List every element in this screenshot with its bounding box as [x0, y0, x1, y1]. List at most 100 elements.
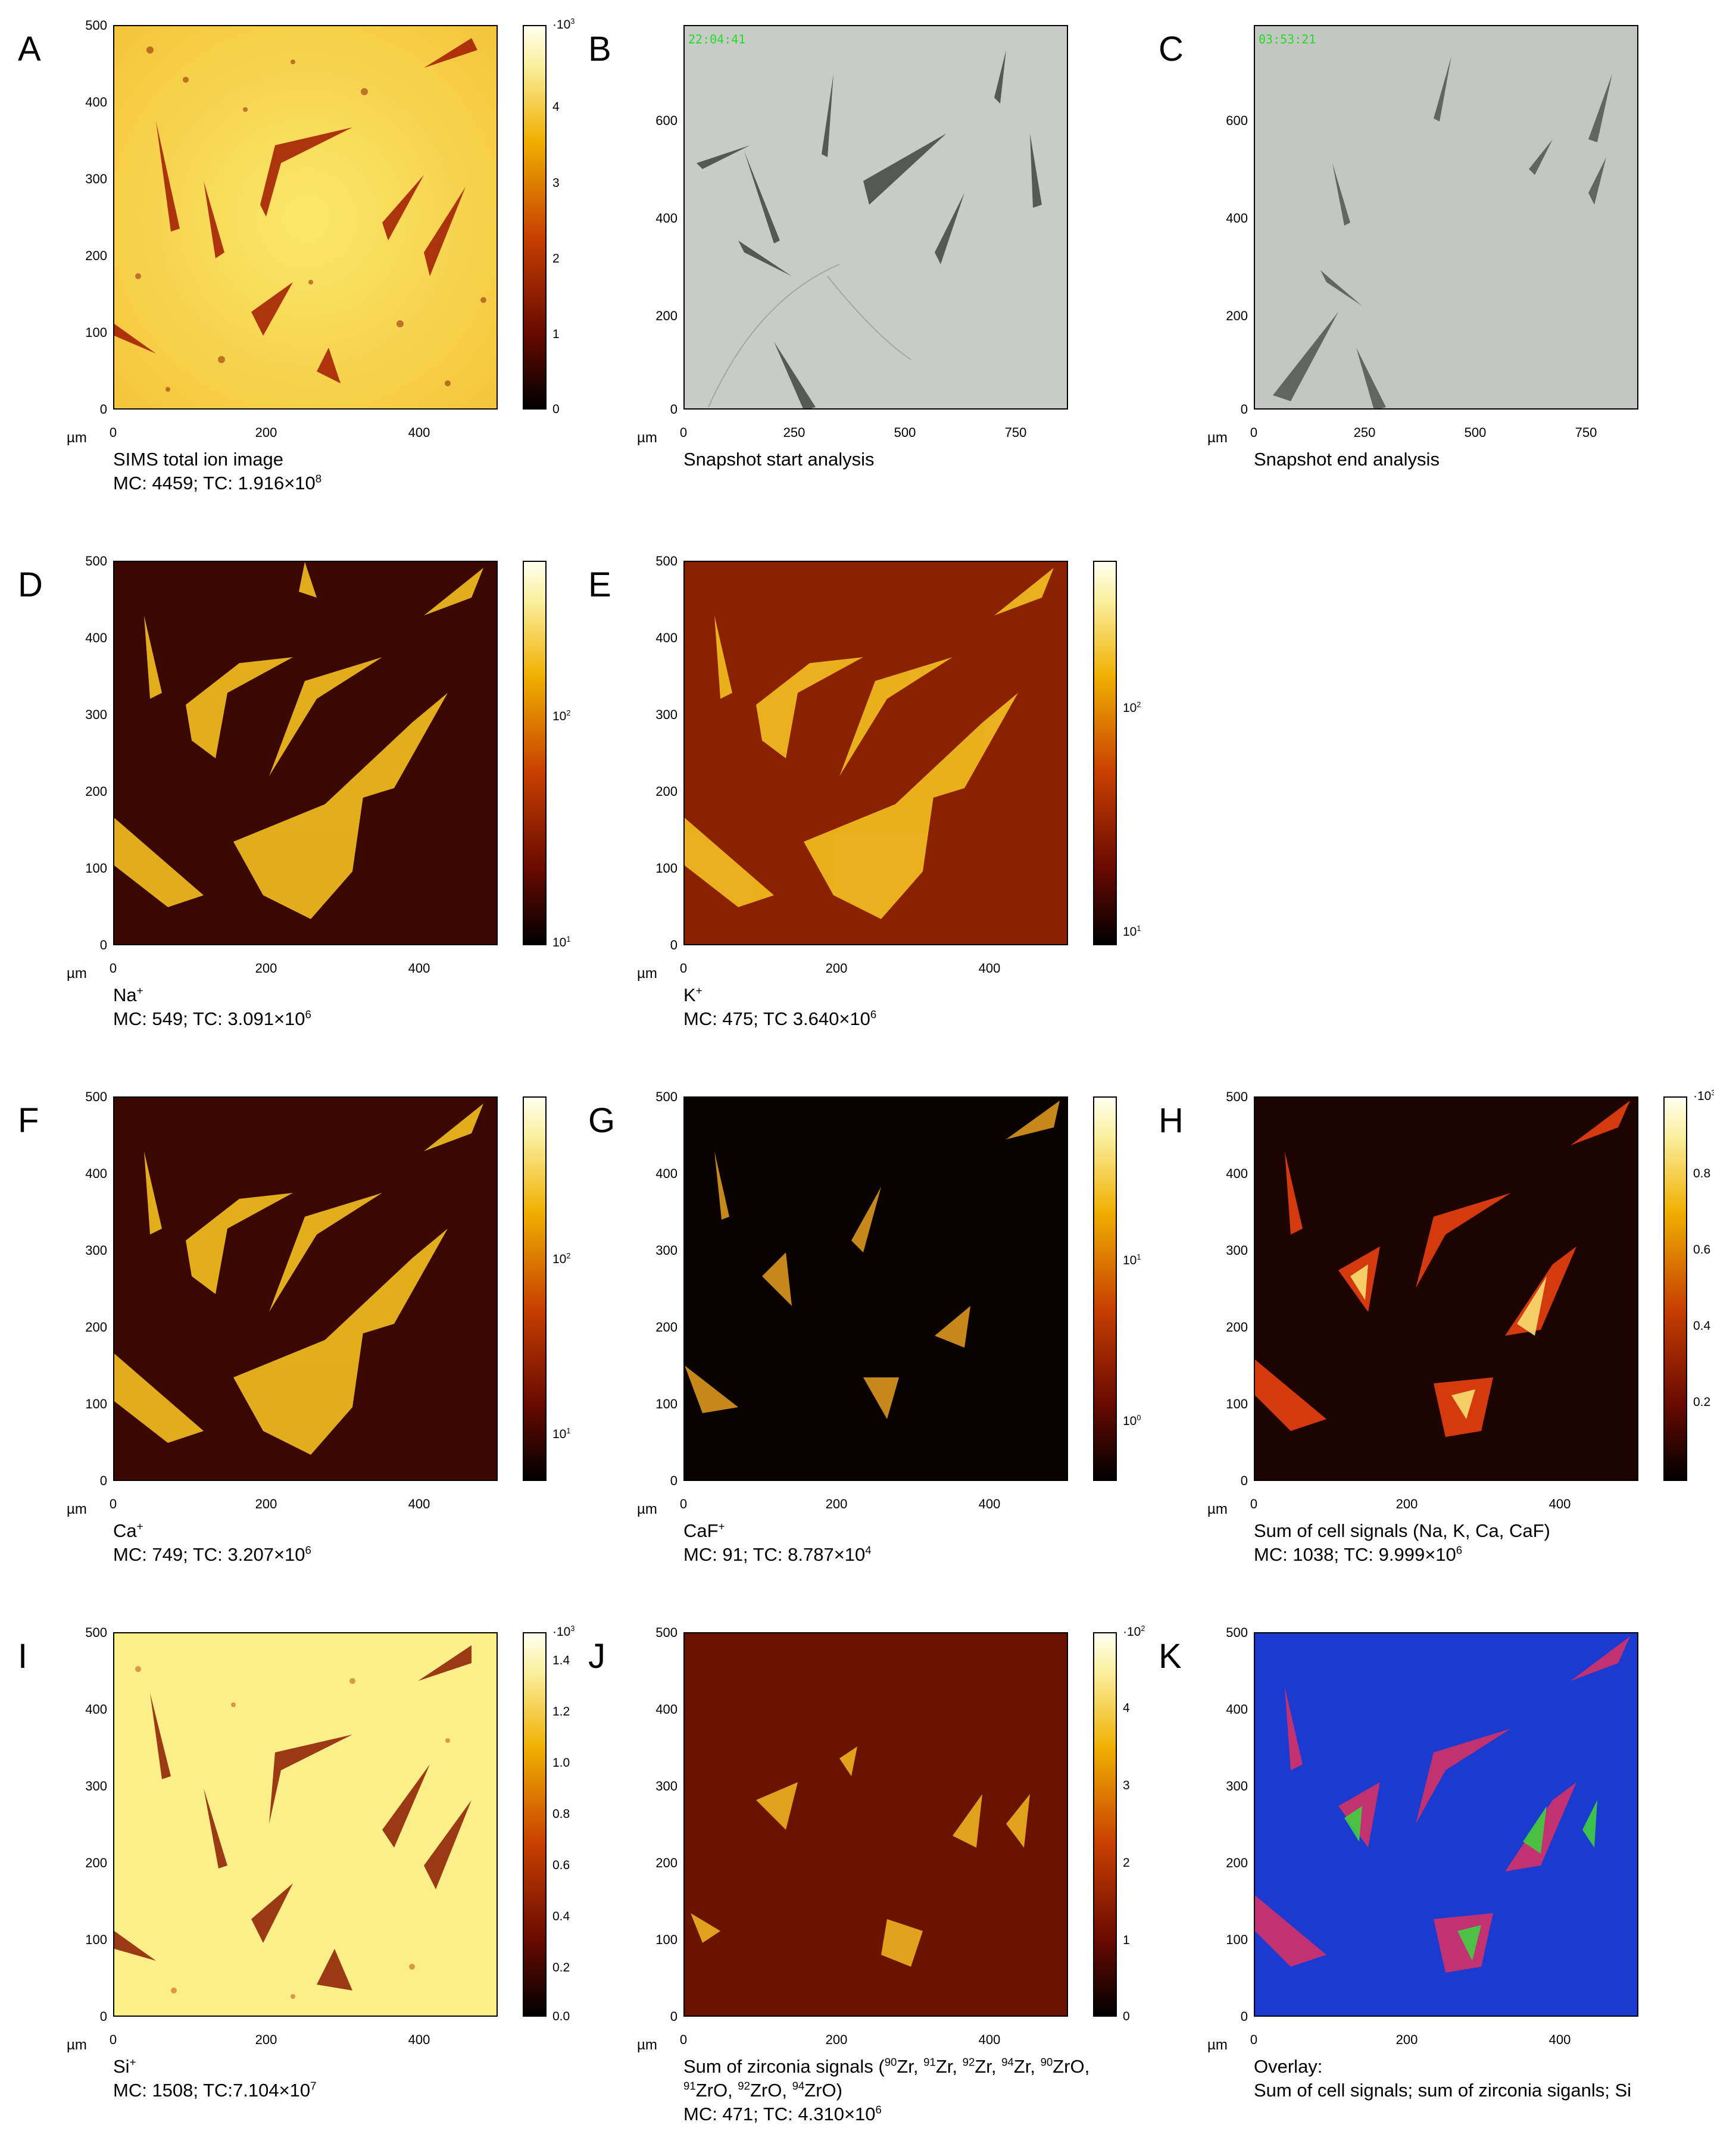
caption-counts: MC: 1038; TC: 9.999×106	[1254, 1543, 1463, 1565]
x-tick: 400	[1548, 2032, 1571, 2047]
y-tick: 500	[1226, 1625, 1248, 1640]
x-tick: 0	[1250, 425, 1258, 440]
caption-title: Sum of zirconia signals (90Zr, 91Zr, 92Z…	[683, 2055, 1090, 2077]
colorbar-tick: 101	[1123, 1253, 1141, 1267]
x-tick: 0	[109, 1496, 117, 1511]
caption-title: Overlay:	[1254, 2056, 1323, 2077]
y-tick: 0	[99, 1473, 107, 1488]
x-tick: 0	[109, 961, 117, 976]
panel-letter: I	[18, 1637, 28, 1676]
axis-unit: µm	[637, 965, 657, 982]
colorbar	[1093, 561, 1117, 945]
y-tick: 100	[655, 861, 678, 876]
y-tick: 100	[85, 861, 107, 876]
y-tick: 100	[1226, 1396, 1248, 1411]
caption-title: Snapshot end analysis	[1254, 449, 1440, 470]
y-tick: 400	[1226, 1702, 1248, 1717]
colorbar-tick: 3	[1123, 1779, 1130, 1792]
axis-unit: µm	[67, 1501, 87, 1517]
panel-a: A 500 400 300 200 100 0 ·103 4 3 2 1 0 µ…	[18, 18, 577, 549]
y-tick: 400	[85, 95, 107, 110]
colorbar	[523, 561, 547, 945]
x-tick: 200	[825, 961, 848, 976]
panel-d: D 500 400 300 200 100 0 102 101 µm 0 200…	[18, 554, 577, 1085]
axis-unit: µm	[67, 2037, 87, 2053]
colorbar-tick: 100	[1123, 1414, 1141, 1428]
y-tick: 300	[655, 1243, 678, 1258]
y-tick: 200	[1226, 1320, 1248, 1335]
caption-title: K+	[683, 984, 703, 1005]
x-tick: 750	[1575, 425, 1597, 440]
colorbar-tick: 1.0	[552, 1756, 570, 1770]
panel-letter: B	[588, 30, 611, 68]
x-tick: 400	[978, 961, 1001, 976]
colorbar	[1093, 1632, 1117, 2017]
axis-unit: µm	[67, 430, 87, 446]
x-tick: 200	[255, 961, 277, 976]
timestamp: 22:04:41	[688, 32, 746, 46]
colorbar	[523, 1632, 547, 2017]
panel-c: C 600 400 200 0 03:53:21 µm 0 250 500 75…	[1159, 25, 1714, 549]
x-tick: 200	[255, 1496, 277, 1511]
caption-title: CaF+	[683, 1520, 725, 1541]
caption-title: Snapshot start analysis	[683, 449, 875, 470]
caption-legend: Sum of cell signals; sum of zirconia sig…	[1254, 2080, 1632, 2101]
x-tick: 200	[825, 2032, 848, 2047]
x-tick: 0	[109, 2032, 117, 2047]
colorbar-tick: 0.8	[1693, 1167, 1711, 1180]
y-tick: 400	[85, 1166, 107, 1181]
caption-counts: MC: 91; TC: 8.787×104	[683, 1543, 872, 1565]
x-tick: 0	[679, 2032, 688, 2047]
panel-g: G 500 400 300 200 100 0 101 100 µm 0 200…	[588, 1089, 1148, 1620]
panel-letter: C	[1159, 30, 1184, 68]
y-tick: 100	[85, 1396, 107, 1411]
panel-letter: A	[18, 30, 41, 68]
y-tick: 200	[655, 308, 678, 323]
colorbar	[523, 1096, 547, 1481]
y-tick: 500	[85, 18, 107, 33]
y-tick: 100	[655, 1932, 678, 1947]
colorbar-multiplier: ·103	[552, 1624, 575, 1639]
colorbar-tick: 102	[552, 709, 571, 723]
colorbar-tick: 3	[552, 176, 560, 190]
y-tick: 0	[99, 2009, 107, 2024]
colorbar-tick: 1	[552, 327, 560, 341]
x-tick: 400	[1548, 1496, 1571, 1511]
snapshot-end-image	[1254, 25, 1638, 410]
x-tick: 400	[978, 1496, 1001, 1511]
x-tick: 400	[408, 961, 430, 976]
panel-letter: E	[588, 565, 611, 604]
colorbar-tick: 0.2	[1693, 1395, 1711, 1409]
y-tick: 200	[655, 1855, 678, 1870]
colorbar-multiplier: ·103	[1693, 1089, 1714, 1103]
y-tick: 400	[655, 211, 678, 226]
y-tick: 400	[655, 1702, 678, 1717]
panel-i: I 500 400 300 200 100 0 ·103 1.4 1.2 1.0…	[18, 1625, 577, 2156]
x-tick: 0	[1250, 1496, 1258, 1511]
y-tick: 0	[670, 1473, 678, 1488]
caf-ion-image	[683, 1096, 1068, 1481]
y-tick: 300	[1226, 1779, 1248, 1793]
y-tick: 200	[85, 784, 107, 799]
caption-counts: MC: 1508; TC:7.104×107	[113, 2079, 317, 2101]
y-tick: 500	[1226, 1089, 1248, 1104]
caption-title: Sum of cell signals (Na, K, Ca, CaF)	[1254, 1520, 1550, 1541]
y-tick: 0	[670, 2009, 678, 2024]
colorbar-tick: 0.6	[552, 1858, 570, 1872]
x-tick: 200	[825, 1496, 848, 1511]
colorbar-tick: 101	[552, 935, 571, 949]
colorbar-tick: 102	[552, 1252, 571, 1266]
axis-unit: µm	[1207, 1501, 1228, 1517]
colorbar-tick: 102	[1123, 701, 1141, 715]
na-ion-image	[113, 561, 498, 945]
colorbar-tick: 0.2	[552, 1961, 570, 1974]
axis-unit: µm	[637, 430, 657, 446]
colorbar-tick: 2	[1123, 1856, 1130, 1870]
x-tick: 400	[978, 2032, 1001, 2047]
x-tick: 0	[679, 961, 688, 976]
si-ion-image	[113, 1632, 498, 2017]
y-tick: 500	[655, 1625, 678, 1640]
colorbar-tick: 0.4	[1693, 1319, 1711, 1333]
k-ion-image	[683, 561, 1068, 945]
y-tick: 200	[1226, 1855, 1248, 1870]
